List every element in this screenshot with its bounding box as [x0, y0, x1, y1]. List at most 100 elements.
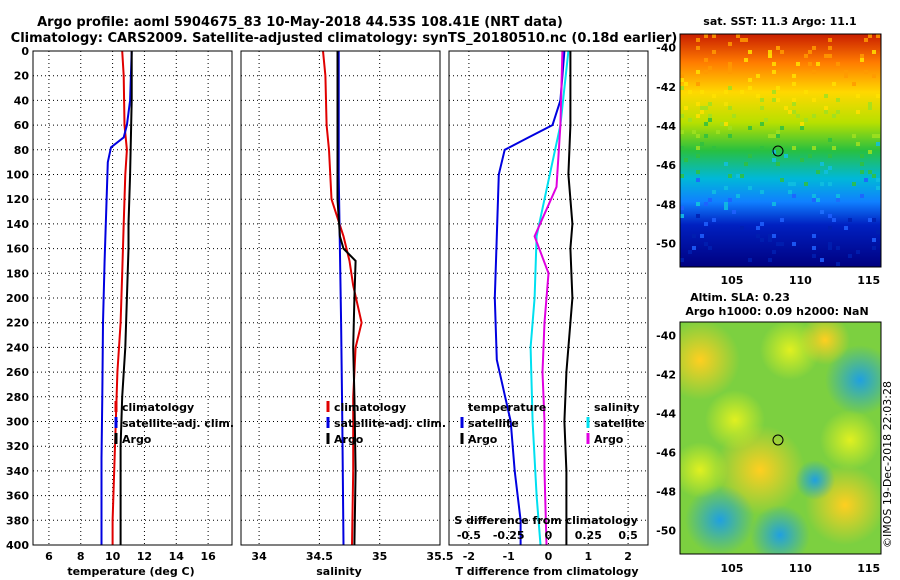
sst-pixel [852, 134, 856, 138]
sst-pixel [812, 98, 816, 102]
sst-pixel [684, 106, 688, 110]
sla-lon-labels: 105 110 115 [720, 562, 880, 575]
sst-pixel [820, 162, 824, 166]
sst-pixel [760, 190, 764, 194]
sst-pixel [800, 158, 804, 162]
sst-pixel [812, 194, 816, 198]
sst-pixel [836, 110, 840, 114]
sst-pixel [848, 218, 852, 222]
sst-pixel [788, 182, 792, 186]
sst-pixel [724, 102, 728, 106]
lon-tick-label: 105 [720, 562, 743, 575]
series-line-t-satellite [493, 50, 566, 545]
sst-pixel [760, 106, 764, 110]
sst-pixel [724, 122, 728, 126]
y-tick-label: 300 [6, 416, 29, 429]
sst-pixel [792, 146, 796, 150]
sst-pixel [688, 90, 692, 94]
sst-pixel [816, 198, 820, 202]
sst-pixel [740, 226, 744, 230]
sst-pixel [868, 106, 872, 110]
sst-pixel [756, 234, 760, 238]
sst-pixel [788, 190, 792, 194]
y-tick-label: 180 [6, 267, 29, 280]
sst-pixel [696, 38, 700, 42]
sla-anomaly [680, 442, 728, 498]
sst-pixel [768, 134, 772, 138]
salinity-axes-frame [240, 50, 441, 546]
sst-pixel [792, 74, 796, 78]
sst-lat-labels: -40 -42 -44 -46 -48 -50 [656, 42, 676, 251]
sst-pixel [772, 70, 776, 74]
sst-pixel [844, 74, 848, 78]
sst-pixel [760, 222, 764, 226]
salinity-panel: 34 34.5 35 35.5 salinity climatology satell… [240, 50, 454, 578]
x-tick-label: 14 [169, 550, 185, 563]
sst-pixel [860, 58, 864, 62]
sst-pixel [780, 50, 784, 54]
x-tick-label: 2 [624, 550, 632, 563]
sst-pixel [704, 58, 708, 62]
sla-anomaly [820, 410, 880, 470]
sst-pixel [792, 182, 796, 186]
legend-argo: Argo [334, 433, 364, 446]
sst-pixel [804, 54, 808, 58]
sst-pixel [832, 82, 836, 86]
sst-pixel [700, 142, 704, 146]
sst-pixel [876, 134, 880, 138]
sst-pixel [712, 218, 716, 222]
sst-pixel [860, 194, 864, 198]
sst-pixel [828, 182, 832, 186]
sst-pixel [872, 74, 876, 78]
sst-pixel [696, 114, 700, 118]
sst-pixel [788, 110, 792, 114]
sst-pixel [772, 234, 776, 238]
y-tick-label: 120 [6, 193, 29, 206]
sst-pixel [768, 258, 772, 262]
legend-argo: Argo [122, 433, 152, 446]
sst-pixel [868, 170, 872, 174]
sst-pixel [696, 214, 700, 218]
sst-pixel [696, 202, 700, 206]
lat-tick-label: -40 [656, 42, 676, 55]
sla-anomaly [800, 322, 850, 365]
sst-pixel [772, 62, 776, 66]
series-line-climatology [111, 50, 128, 545]
sst-pixel [872, 218, 876, 222]
s-diff-tick-label: 0.5 [618, 529, 638, 542]
y-tick-label: 20 [14, 70, 30, 83]
sst-pixel [852, 182, 856, 186]
sst-pixel [784, 106, 788, 110]
y-tick-label: 60 [14, 119, 30, 132]
sst-pixel [772, 90, 776, 94]
sst-pixel [804, 118, 808, 122]
sst-pixel [836, 98, 840, 102]
sst-pixel [680, 130, 684, 134]
sst-pixel [768, 238, 772, 242]
sst-pixel [748, 78, 752, 82]
sst-pixel [700, 106, 704, 110]
sst-lon-labels: 105 110 115 [720, 274, 880, 287]
x-tick-label: -1 [503, 550, 515, 563]
sst-pixel [708, 118, 712, 122]
temperature-grid [33, 50, 232, 546]
sst-pixel [868, 150, 872, 154]
sst-pixel [696, 170, 700, 174]
sst-pixel [680, 258, 684, 262]
x-tick-label: 34.5 [306, 550, 333, 563]
sst-pixel [680, 206, 684, 210]
sst-map-title: sat. SST: 11.3 Argo: 11.1 [703, 15, 856, 28]
sst-pixel [776, 162, 780, 166]
sst-pixel [856, 110, 860, 114]
sst-pixel [704, 106, 708, 110]
temperature-panel: 0 20 40 60 80 100 120 140 160 180 200 220 240 260 280 3… [6, 45, 234, 578]
y-tick-label: 100 [6, 169, 29, 182]
sst-pixel [684, 158, 688, 162]
y-tick-label: 260 [6, 366, 29, 379]
sst-pixel [784, 154, 788, 158]
x-tick-label: 35.5 [426, 550, 453, 563]
x-tick-label: 10 [105, 550, 121, 563]
sst-pixel [736, 34, 740, 38]
y-tick-label: 40 [14, 94, 30, 107]
